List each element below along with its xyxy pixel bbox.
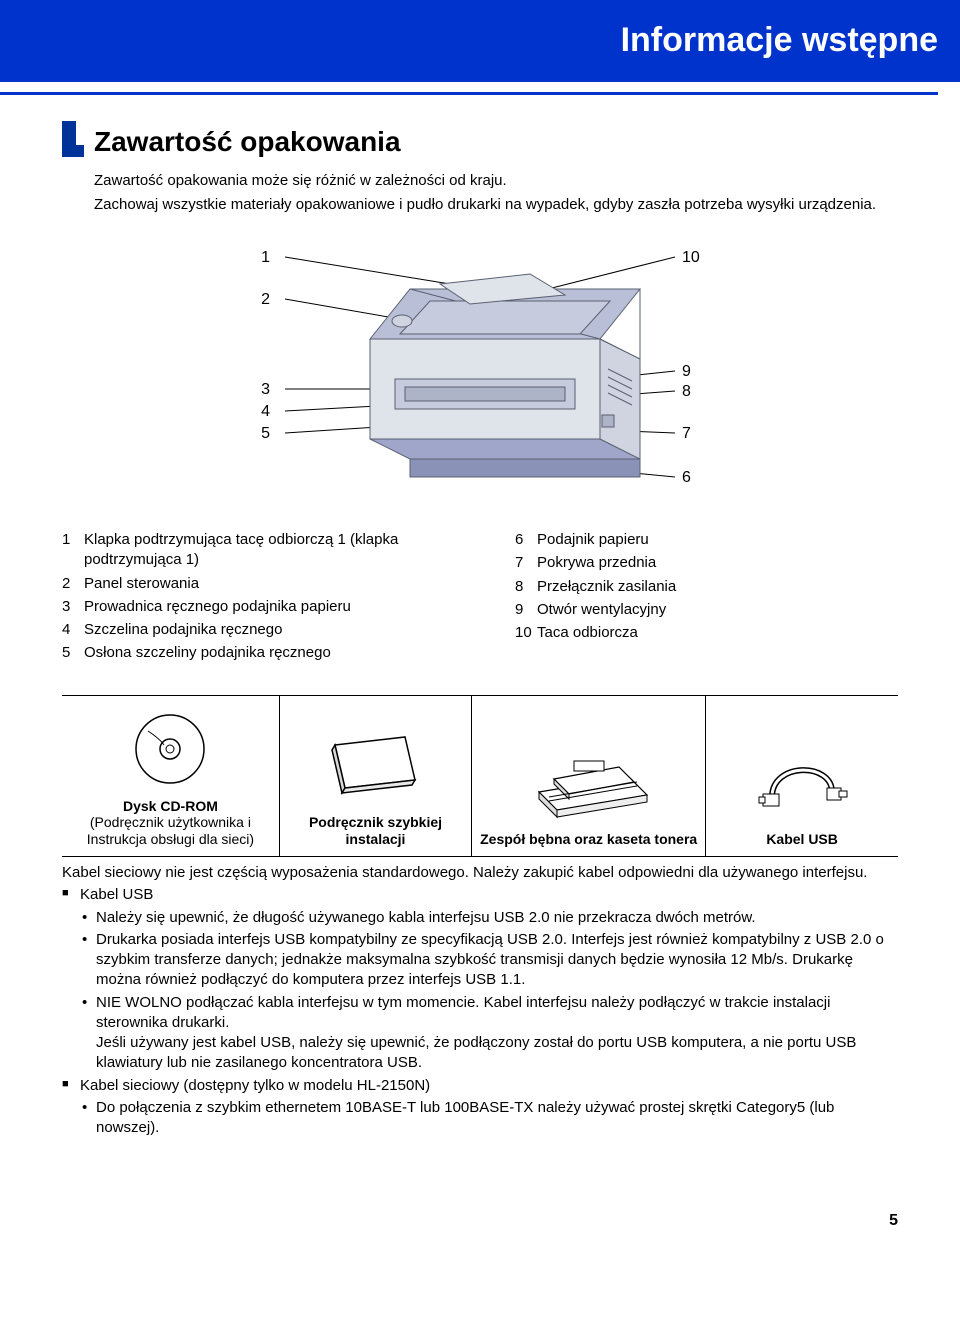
bullet-usb: Kabel USB Należy się upewnić, że długość…	[62, 885, 898, 1073]
item-cd: Dysk CD-ROM (Podręcznik użytkownika i In…	[62, 695, 279, 856]
callout-2: 2	[261, 291, 270, 308]
interface-note: Kabel sieciowy nie jest częścią wyposaże…	[62, 863, 898, 883]
parts-list-left: 1Klapka podtrzymująca tacę odbiorczą 1 (…	[62, 530, 445, 664]
callout-4: 4	[261, 403, 270, 420]
drum-icon	[519, 737, 659, 827]
page-number: 5	[0, 1180, 960, 1252]
package-items-table: Dysk CD-ROM (Podręcznik użytkownika i In…	[62, 695, 898, 857]
printer-diagram: 1 2 3 4 5 10 9 8 7 6	[62, 229, 898, 519]
callout-3: 3	[261, 381, 270, 398]
item-usb: Kabel USB	[706, 695, 898, 856]
item-drum: Zespół bębna oraz kaseta tonera	[472, 695, 706, 856]
callout-6: 6	[682, 469, 691, 486]
callout-1: 1	[261, 249, 270, 266]
callout-9: 9	[682, 363, 691, 380]
intro-line-1: Zawartość opakowania może się różnić w z…	[94, 171, 898, 191]
section-heading: Zawartość opakowania	[62, 121, 898, 161]
page-content: Zawartość opakowania Zawartość opakowani…	[0, 95, 960, 1180]
callout-10: 10	[682, 249, 700, 266]
intro-line-2: Zachowaj wszystkie materiały opakowaniow…	[94, 195, 898, 215]
item-booklet: Podręcznik szybkiej instalacji	[279, 695, 471, 856]
booklet-icon	[320, 725, 430, 805]
bullet-list: Kabel USB Należy się upewnić, że długość…	[62, 885, 898, 1138]
parts-list-right: 6Podajnik papieru 7Pokrywa przednia 8Prz…	[515, 530, 898, 643]
printer-diagram-svg: 1 2 3 4 5 10 9 8 7 6	[170, 229, 790, 519]
callout-5: 5	[261, 425, 270, 442]
section-title: Zawartość opakowania	[94, 121, 401, 161]
bullet-network: Kabel sieciowy (dostępny tylko w modelu …	[62, 1076, 898, 1139]
header-title: Informacje wstępne	[621, 21, 938, 59]
cd-icon	[130, 709, 210, 789]
section-corner-icon	[62, 121, 84, 157]
usb-cable-icon	[747, 742, 857, 822]
parts-legend: 1Klapka podtrzymująca tacę odbiorczą 1 (…	[62, 527, 898, 667]
page-header: Informacje wstępne	[0, 0, 960, 82]
callout-7: 7	[682, 425, 691, 442]
callout-8: 8	[682, 383, 691, 400]
